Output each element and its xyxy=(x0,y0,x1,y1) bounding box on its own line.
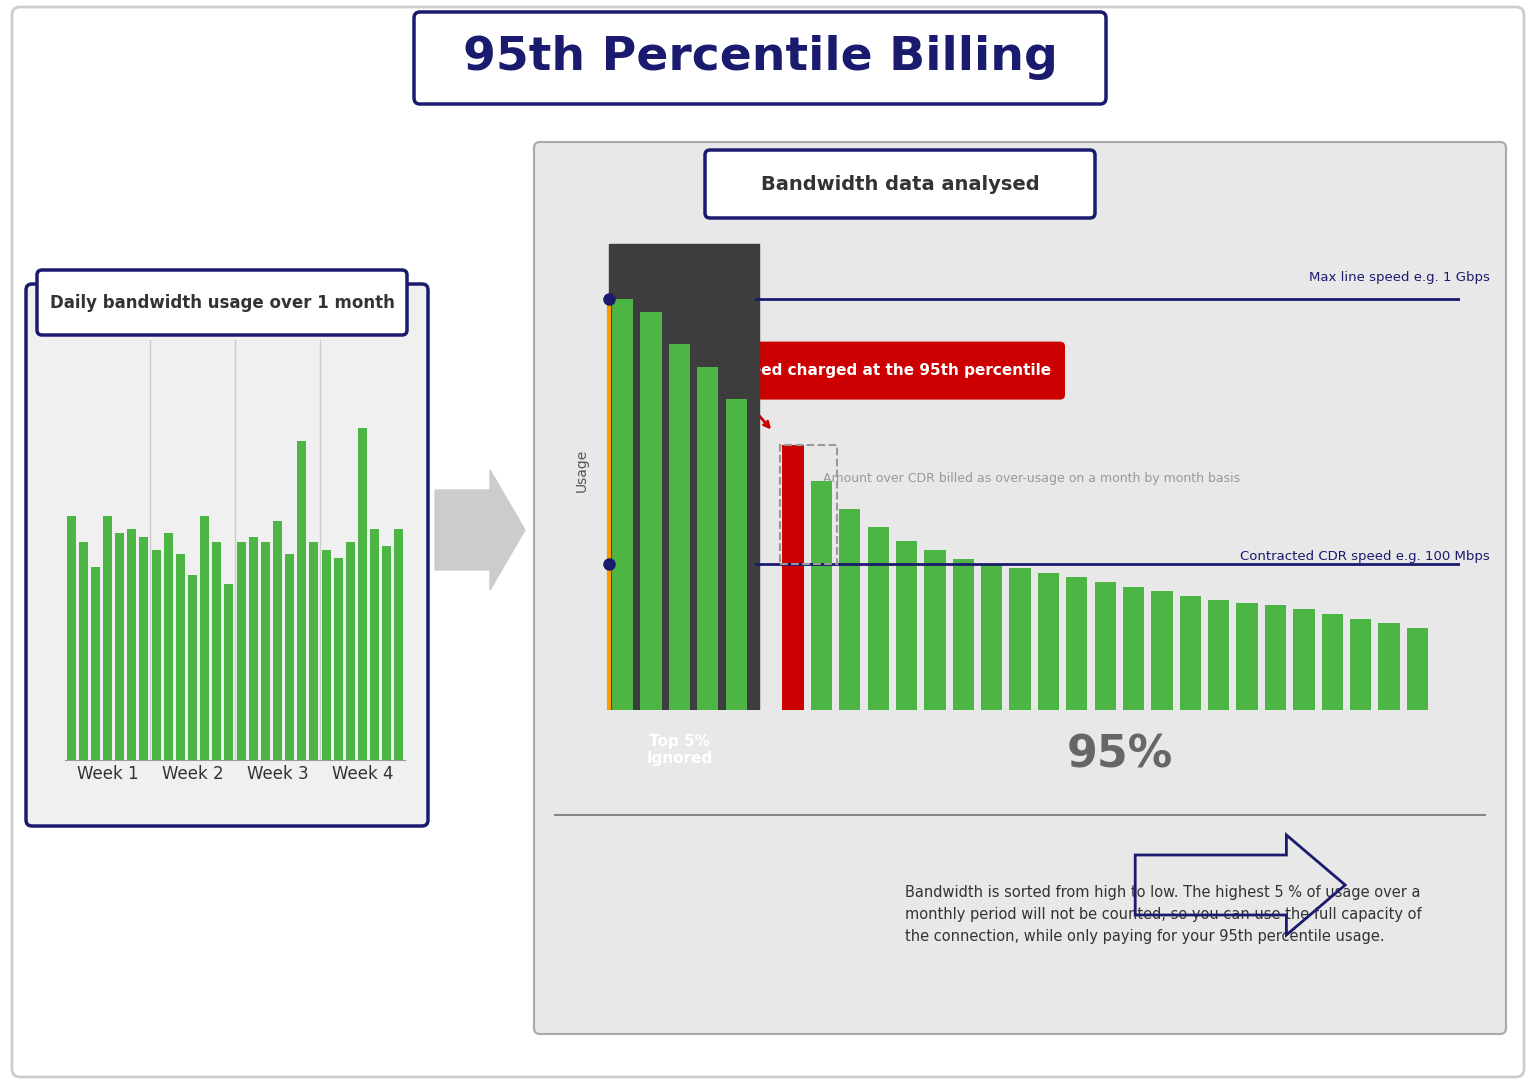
Bar xyxy=(140,538,149,760)
Bar xyxy=(273,520,283,760)
Bar xyxy=(1066,578,1087,710)
FancyBboxPatch shape xyxy=(26,284,429,826)
Bar xyxy=(839,508,860,710)
FancyBboxPatch shape xyxy=(705,150,1095,218)
Bar xyxy=(1236,603,1258,710)
Text: 95th Percentile Billing: 95th Percentile Billing xyxy=(462,36,1057,80)
Bar xyxy=(333,558,343,760)
Bar xyxy=(1350,619,1372,710)
Bar xyxy=(1095,582,1115,710)
Bar xyxy=(175,554,184,760)
Bar xyxy=(1009,568,1031,710)
FancyBboxPatch shape xyxy=(714,341,1064,400)
Bar xyxy=(668,345,690,710)
Bar xyxy=(1180,596,1201,710)
Bar xyxy=(66,516,75,760)
Bar xyxy=(1293,609,1315,710)
Bar xyxy=(780,444,837,564)
Bar xyxy=(1123,586,1144,710)
Text: 95%: 95% xyxy=(1066,734,1172,776)
Bar xyxy=(1321,614,1342,710)
Text: Max line speed e.g. 1 Gbps: Max line speed e.g. 1 Gbps xyxy=(1309,271,1490,284)
Polygon shape xyxy=(435,470,525,590)
Bar xyxy=(725,399,746,710)
Bar xyxy=(895,541,917,710)
FancyBboxPatch shape xyxy=(415,12,1106,104)
Bar xyxy=(78,542,88,760)
Bar xyxy=(224,583,233,760)
Text: Daily bandwidth usage over 1 month: Daily bandwidth usage over 1 month xyxy=(49,294,395,311)
Text: Contracted CDR speed e.g. 100 Mbps: Contracted CDR speed e.g. 100 Mbps xyxy=(1240,550,1490,563)
Bar xyxy=(1209,601,1229,710)
Bar xyxy=(187,576,197,760)
Bar xyxy=(237,542,246,760)
Bar xyxy=(811,481,833,710)
Bar xyxy=(200,516,209,760)
Text: Usage: Usage xyxy=(574,449,588,492)
Bar xyxy=(358,428,367,760)
Bar xyxy=(925,550,946,710)
Bar xyxy=(346,542,355,760)
Bar xyxy=(309,542,318,760)
Bar xyxy=(115,533,124,760)
Bar xyxy=(286,554,295,760)
Text: Speed charged at the 95th percentile: Speed charged at the 95th percentile xyxy=(730,363,1051,378)
FancyBboxPatch shape xyxy=(535,142,1505,1034)
Bar xyxy=(1264,605,1286,710)
Bar xyxy=(1152,591,1172,710)
Bar xyxy=(103,516,112,760)
Bar xyxy=(395,529,404,760)
Bar xyxy=(868,527,889,710)
Bar xyxy=(982,564,1003,710)
Bar xyxy=(298,441,306,760)
Bar xyxy=(249,538,258,760)
Bar xyxy=(91,567,100,760)
Bar xyxy=(1038,572,1060,710)
Bar xyxy=(370,529,379,760)
FancyBboxPatch shape xyxy=(37,270,407,335)
Bar xyxy=(164,533,172,760)
Bar xyxy=(1407,628,1428,710)
FancyBboxPatch shape xyxy=(12,7,1524,1077)
Bar xyxy=(261,542,270,760)
Text: Bandwidth data analysed: Bandwidth data analysed xyxy=(760,175,1040,194)
Bar xyxy=(152,550,161,760)
Bar xyxy=(1378,623,1399,710)
Bar xyxy=(127,529,137,760)
Bar xyxy=(697,367,719,710)
Bar xyxy=(382,546,392,760)
Bar xyxy=(212,542,221,760)
Bar xyxy=(608,244,759,710)
Bar xyxy=(782,444,803,710)
Bar xyxy=(611,298,633,710)
Text: Top 5%
Ignored: Top 5% Ignored xyxy=(647,734,713,766)
Bar xyxy=(952,559,974,710)
Text: Bandwidth is sorted from high to low. The highest 5 % of usage over a
monthly pe: Bandwidth is sorted from high to low. Th… xyxy=(905,885,1421,944)
Bar xyxy=(321,550,330,760)
Bar xyxy=(641,312,662,710)
Text: Amount over CDR billed as over-usage on a month by month basis: Amount over CDR billed as over-usage on … xyxy=(823,472,1240,485)
